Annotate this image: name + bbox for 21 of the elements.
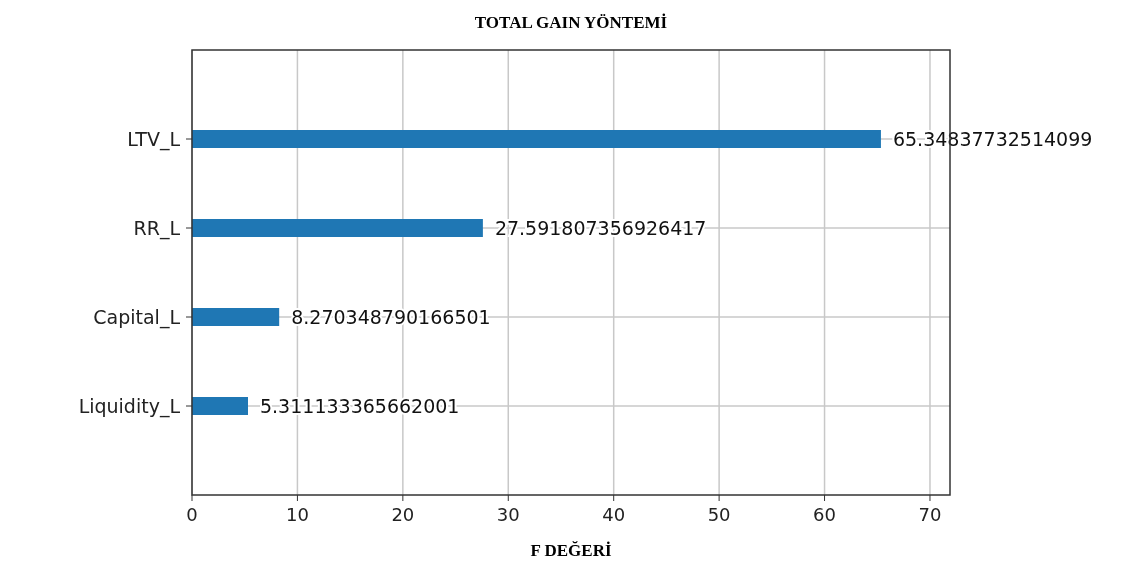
x-tick-label: 30: [496, 504, 520, 525]
bar: [192, 130, 881, 148]
x-tick-label: 70: [918, 504, 942, 525]
x-tick-label: 60: [813, 504, 836, 525]
y-tick-label: Capital_L: [93, 305, 181, 329]
x-tick-label: 50: [707, 504, 731, 525]
x-axis-title: F DEĞERİ: [530, 541, 612, 560]
data-label: 5.311133365662001: [259, 394, 460, 417]
y-tick-label: RR_L: [133, 216, 181, 240]
bar: [192, 397, 248, 415]
x-tick-label: 10: [285, 504, 309, 525]
bar: [192, 219, 483, 237]
x-tick-label: 0: [186, 504, 198, 525]
data-label: 8.270348790166501: [291, 305, 491, 328]
chart-title: TOTAL GAIN YÖNTEMİ: [474, 13, 668, 32]
x-tick-label: 40: [602, 504, 626, 525]
x-tick-label: 20: [391, 504, 415, 525]
y-tick-label: LTV_L: [127, 127, 181, 151]
y-tick-label: Liquidity_L: [78, 394, 181, 418]
data-label: 27.591807356926417: [494, 216, 707, 239]
bar: [192, 308, 280, 326]
